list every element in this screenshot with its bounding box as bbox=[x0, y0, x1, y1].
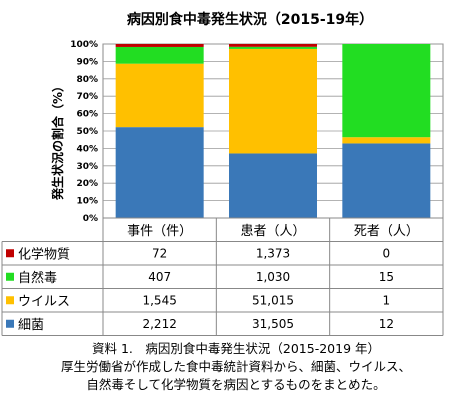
legend-swatch-ウイルス bbox=[6, 296, 14, 305]
data-label: 407 bbox=[148, 270, 171, 284]
data-label: 1,545 bbox=[142, 293, 176, 307]
chart-title: 病因別食中毒発生状況（2015-19年） bbox=[127, 11, 373, 28]
caption-line-1: 資料 1. 病因別食中毒発生状況（2015-2019 年） bbox=[91, 341, 380, 356]
data-label: 31,505 bbox=[252, 317, 294, 331]
bar-segment-自然毒 bbox=[115, 46, 204, 64]
data-label: 72 bbox=[152, 246, 167, 260]
legend-swatch-自然毒 bbox=[6, 272, 14, 281]
data-label: 15 bbox=[379, 270, 394, 284]
y-axis-ticks: 0% 10% 20% 30% 40% 50% 60% 70% 80% 90% 100% bbox=[70, 40, 98, 224]
data-label: 12 bbox=[379, 317, 394, 331]
data-label: 2,212 bbox=[142, 317, 176, 331]
legend-swatch-化学物質 bbox=[6, 249, 14, 258]
data-label: 0 bbox=[383, 246, 391, 260]
category-label: 患者（人） bbox=[240, 224, 305, 239]
bar-segment-自然毒 bbox=[342, 44, 431, 138]
y-tick-label: 90% bbox=[76, 57, 98, 67]
y-axis-label: 発生状況の割合（%） bbox=[50, 80, 65, 201]
bar-segment-ウイルス bbox=[342, 137, 431, 144]
y-tick-label: 50% bbox=[76, 127, 98, 137]
bar-segment-ウイルス bbox=[115, 63, 204, 128]
y-tick-label: 40% bbox=[76, 144, 98, 154]
legend-label: ウイルス bbox=[18, 294, 70, 309]
bars bbox=[115, 44, 431, 218]
y-tick-label: 70% bbox=[76, 92, 98, 102]
caption-line-2: 厚生労働省が作成した食中毒統計資料から、細菌、ウイルス、 bbox=[60, 359, 411, 374]
bar-segment-ウイルス bbox=[229, 48, 317, 154]
data-label: 1,373 bbox=[256, 246, 290, 260]
y-tick-label: 80% bbox=[76, 75, 98, 85]
stacked-bar-chart: 病因別食中毒発生状況（2015-19年） 発生状況の割合（%） 0% 10% 20%… bbox=[1, 11, 444, 336]
y-tick-label: 0% bbox=[83, 214, 98, 224]
legend-label: 細菌 bbox=[18, 318, 44, 333]
data-label: 1 bbox=[383, 293, 391, 307]
data-label: 51,015 bbox=[252, 293, 294, 307]
caption-line-3: 自然毒そして化学物質を病因とするものをまとめた。 bbox=[86, 377, 386, 392]
legend-label: 自然毒 bbox=[18, 270, 57, 286]
y-tick-label: 30% bbox=[76, 162, 98, 172]
bar-segment-細菌 bbox=[229, 153, 317, 218]
y-tick-label: 60% bbox=[76, 110, 98, 120]
bar-segment-自然毒 bbox=[229, 46, 317, 49]
y-tick-label: 100% bbox=[70, 40, 98, 50]
category-label: 事件（件） bbox=[127, 224, 192, 239]
bar-segment-細菌 bbox=[342, 143, 431, 218]
bar-segment-化学物質 bbox=[229, 44, 317, 47]
legend-label: 化学物質 bbox=[18, 246, 70, 262]
legend-swatch-細菌 bbox=[6, 319, 14, 328]
bar-segment-化学物質 bbox=[115, 44, 204, 47]
y-tick-label: 20% bbox=[76, 179, 98, 189]
category-label: 死者（人） bbox=[354, 224, 419, 239]
data-label: 1,030 bbox=[256, 270, 290, 284]
y-tick-label: 10% bbox=[76, 197, 98, 207]
bar-segment-細菌 bbox=[115, 127, 204, 218]
